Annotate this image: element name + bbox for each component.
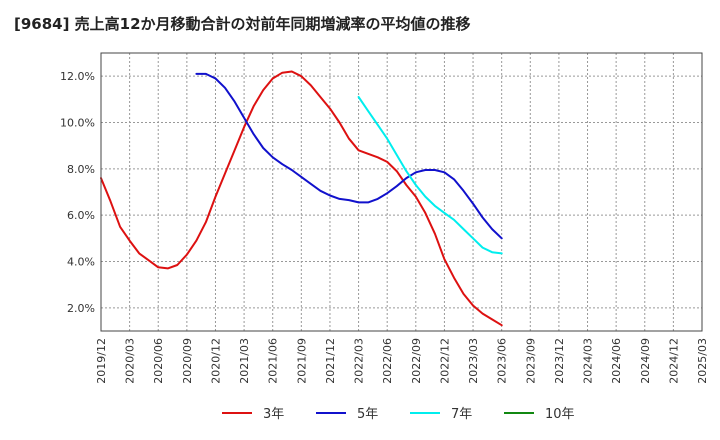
legend: 3年 5年 7年 10年: [222, 407, 575, 422]
legend-label: 10年: [545, 407, 575, 422]
series-line: [195, 72, 503, 240]
series-line: [357, 96, 503, 255]
x-tick-label: 2020/03: [124, 338, 137, 384]
x-tick-label: 2023/06: [496, 338, 509, 384]
x-tick-label: 2022/06: [381, 338, 394, 384]
y-tick-label: 8.0%: [67, 163, 95, 176]
legend-label: 3年: [263, 407, 284, 422]
x-tick-label: 2021/09: [295, 338, 308, 384]
y-tick-label: 6.0%: [67, 209, 95, 222]
y-tick-label: 12.0%: [60, 70, 95, 83]
y-axis: 2.0% 4.0% 6.0% 8.0% 10.0% 12.0%: [60, 70, 95, 315]
x-tick-label: 2024/12: [667, 338, 680, 384]
x-tick-label: 2020/12: [209, 338, 222, 384]
y-tick-label: 10.0%: [60, 117, 95, 130]
y-tick-label: 2.0%: [67, 302, 95, 315]
x-axis: 2019/12 2020/03 2020/06 2020/09 2020/12 2021/…: [95, 338, 709, 384]
x-tick-label: 2021/03: [238, 338, 251, 384]
grid-layer: [101, 53, 702, 331]
x-tick-label: 2023/12: [553, 338, 566, 384]
series-line: [100, 70, 503, 327]
x-tick-label: 2021/12: [324, 338, 337, 384]
x-tick-label: 2020/09: [181, 338, 194, 384]
legend-label: 7年: [451, 407, 472, 422]
x-tick-label: 2023/09: [524, 338, 537, 384]
x-tick-label: 2024/06: [610, 338, 623, 384]
x-tick-label: 2023/03: [467, 338, 480, 384]
chart-title: [9684] 売上高12か月移動合計の対前年同期増減率の平均値の推移: [14, 15, 471, 33]
x-tick-label: 2024/09: [639, 338, 652, 384]
x-tick-label: 2022/03: [353, 338, 366, 384]
x-tick-label: 2022/12: [438, 338, 451, 384]
x-tick-label: 2021/06: [267, 338, 280, 384]
x-tick-label: 2024/03: [582, 338, 595, 384]
x-tick-label: 2025/03: [696, 338, 709, 384]
legend-label: 5年: [357, 407, 378, 422]
series-layer: [100, 70, 503, 327]
x-tick-label: 2019/12: [95, 338, 108, 384]
x-tick-label: 2020/06: [152, 338, 165, 384]
plot-frame: [100, 52, 703, 332]
x-tick-label: 2022/09: [410, 338, 423, 384]
y-tick-label: 4.0%: [67, 256, 95, 269]
